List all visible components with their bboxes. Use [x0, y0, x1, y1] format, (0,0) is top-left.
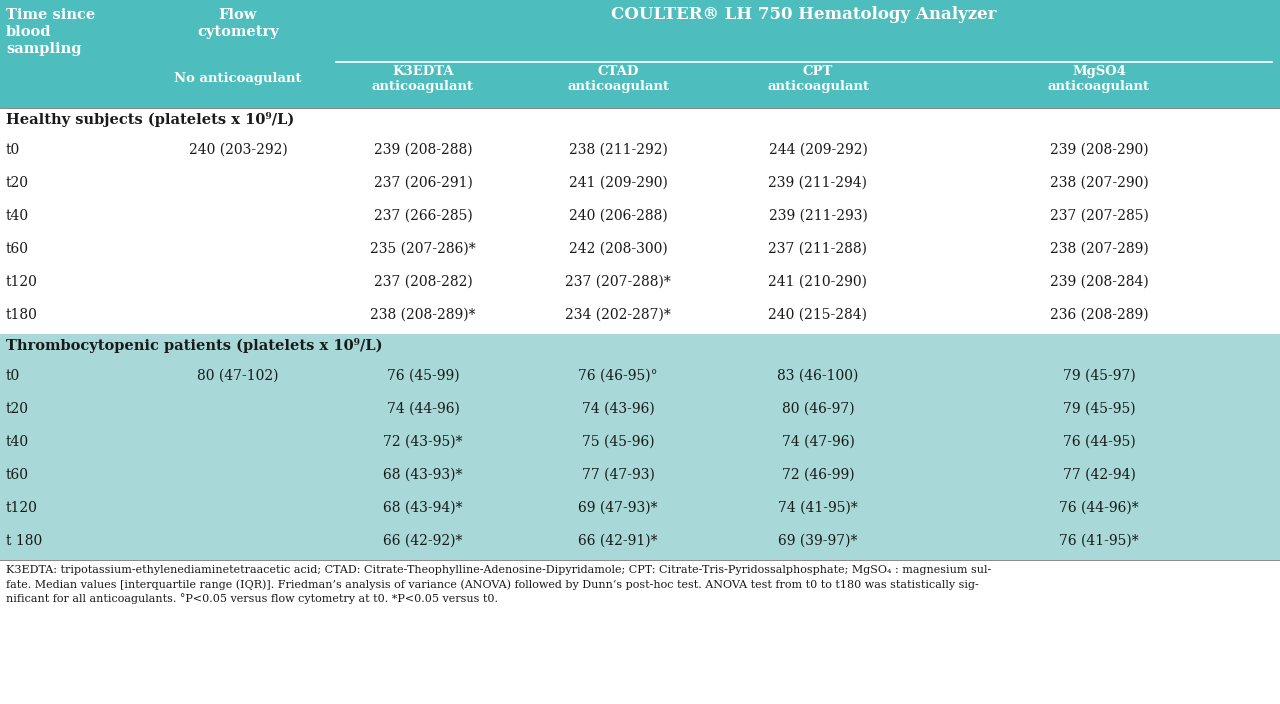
Text: 239 (211-293): 239 (211-293) [768, 209, 868, 223]
Text: 69 (39-97)*: 69 (39-97)* [778, 534, 858, 548]
Text: 80 (47-102): 80 (47-102) [197, 369, 279, 383]
Bar [0, 494, 1280, 527]
Bar [0, 108, 1280, 136]
Text: 238 (208-289)*: 238 (208-289)* [370, 308, 476, 322]
Bar [0, 268, 1280, 301]
Bar [0, 527, 1280, 560]
Text: anticoagulant: anticoagulant [767, 80, 869, 93]
Text: t 180: t 180 [6, 534, 42, 548]
Bar [0, 395, 1280, 428]
Text: 76 (45-99): 76 (45-99) [387, 369, 460, 383]
Text: Thrombocytopenic patients (platelets x 10⁹/L): Thrombocytopenic patients (platelets x 1… [6, 338, 383, 353]
Text: 237 (266-285): 237 (266-285) [374, 209, 472, 223]
Text: 74 (47-96): 74 (47-96) [782, 435, 855, 449]
Text: blood: blood [6, 25, 51, 39]
Bar [0, 235, 1280, 268]
Text: 68 (43-94)*: 68 (43-94)* [383, 501, 463, 515]
Bar [0, 461, 1280, 494]
Text: Healthy subjects (platelets x 10⁹/L): Healthy subjects (platelets x 10⁹/L) [6, 112, 294, 127]
Text: 241 (209-290): 241 (209-290) [568, 176, 667, 190]
Text: 239 (208-288): 239 (208-288) [374, 143, 472, 157]
Bar [0, 334, 1280, 362]
Text: 74 (41-95)*: 74 (41-95)* [778, 501, 858, 515]
Text: 72 (46-99): 72 (46-99) [782, 468, 854, 482]
Text: t40: t40 [6, 209, 29, 223]
Text: No anticoagulant: No anticoagulant [174, 72, 302, 85]
Text: CTAD: CTAD [598, 65, 639, 78]
Text: CPT: CPT [803, 65, 833, 78]
Bar [0, 301, 1280, 334]
Text: t0: t0 [6, 369, 20, 383]
Bar [0, 0, 1280, 108]
Text: 72 (43-95)*: 72 (43-95)* [383, 435, 463, 449]
Text: 66 (42-92)*: 66 (42-92)* [383, 534, 462, 548]
Bar [0, 136, 1280, 169]
Text: anticoagulant: anticoagulant [567, 80, 669, 93]
Text: 237 (211-288): 237 (211-288) [768, 242, 868, 256]
Text: 66 (42-91)*: 66 (42-91)* [579, 534, 658, 548]
Text: MgSO4: MgSO4 [1073, 65, 1126, 78]
Text: K3EDTA: K3EDTA [392, 65, 454, 78]
Bar [0, 362, 1280, 395]
Text: 238 (211-292): 238 (211-292) [568, 143, 667, 157]
Bar [0, 169, 1280, 202]
Text: cytometry: cytometry [197, 25, 279, 39]
Text: K3EDTA: tripotassium-ethylenediaminetetraacetic acid; CTAD: Citrate-Theophylline: K3EDTA: tripotassium-ethylenediaminetetr… [6, 565, 991, 575]
Text: 76 (46-95)°: 76 (46-95)° [579, 369, 658, 383]
Text: 75 (45-96): 75 (45-96) [581, 435, 654, 449]
Text: 235 (207-286)*: 235 (207-286)* [370, 242, 476, 256]
Text: 74 (44-96): 74 (44-96) [387, 402, 460, 416]
Text: 76 (41-95)*: 76 (41-95)* [1059, 534, 1139, 548]
Text: 239 (208-284): 239 (208-284) [1050, 275, 1148, 289]
Text: 79 (45-95): 79 (45-95) [1062, 402, 1135, 416]
Text: t60: t60 [6, 242, 29, 256]
Text: 236 (208-289): 236 (208-289) [1050, 308, 1148, 322]
Text: anticoagulant: anticoagulant [1048, 80, 1149, 93]
Text: t20: t20 [6, 402, 29, 416]
Text: 74 (43-96): 74 (43-96) [581, 402, 654, 416]
Text: 239 (208-290): 239 (208-290) [1050, 143, 1148, 157]
Text: 76 (44-95): 76 (44-95) [1062, 435, 1135, 449]
Text: t120: t120 [6, 501, 38, 515]
Text: 83 (46-100): 83 (46-100) [777, 369, 859, 383]
Text: COULTER® LH 750 Hematology Analyzer: COULTER® LH 750 Hematology Analyzer [612, 6, 997, 23]
Text: 77 (47-93): 77 (47-93) [581, 468, 654, 482]
Text: t0: t0 [6, 143, 20, 157]
Text: 79 (45-97): 79 (45-97) [1062, 369, 1135, 383]
Text: 237 (208-282): 237 (208-282) [374, 275, 472, 289]
Text: anticoagulant: anticoagulant [372, 80, 474, 93]
Text: 239 (211-294): 239 (211-294) [768, 176, 868, 190]
Text: 234 (202-287)*: 234 (202-287)* [566, 308, 671, 322]
Bar [0, 560, 1280, 704]
Text: t120: t120 [6, 275, 38, 289]
Text: Time since: Time since [6, 8, 95, 22]
Text: Flow: Flow [219, 8, 257, 22]
Text: 80 (46-97): 80 (46-97) [782, 402, 854, 416]
Bar [0, 428, 1280, 461]
Text: 237 (207-288)*: 237 (207-288)* [566, 275, 671, 289]
Bar [0, 202, 1280, 235]
Text: nificant for all anticoagulants. °P<0.05 versus flow cytometry at t0. *P<0.05 ve: nificant for all anticoagulants. °P<0.05… [6, 593, 498, 604]
Text: 242 (208-300): 242 (208-300) [568, 242, 667, 256]
Text: 240 (215-284): 240 (215-284) [768, 308, 868, 322]
Text: 238 (207-289): 238 (207-289) [1050, 242, 1148, 256]
Text: 68 (43-93)*: 68 (43-93)* [383, 468, 462, 482]
Text: t60: t60 [6, 468, 29, 482]
Text: fate. Median values [interquartile range (IQR)]. Friedman’s analysis of variance: fate. Median values [interquartile range… [6, 579, 979, 589]
Text: 77 (42-94): 77 (42-94) [1062, 468, 1135, 482]
Text: 76 (44-96)*: 76 (44-96)* [1059, 501, 1139, 515]
Text: 240 (206-288): 240 (206-288) [568, 209, 667, 223]
Text: t40: t40 [6, 435, 29, 449]
Text: t20: t20 [6, 176, 29, 190]
Text: 238 (207-290): 238 (207-290) [1050, 176, 1148, 190]
Text: 244 (209-292): 244 (209-292) [768, 143, 868, 157]
Text: 237 (207-285): 237 (207-285) [1050, 209, 1148, 223]
Text: 237 (206-291): 237 (206-291) [374, 176, 472, 190]
Text: t180: t180 [6, 308, 38, 322]
Text: sampling: sampling [6, 42, 82, 56]
Text: 69 (47-93)*: 69 (47-93)* [579, 501, 658, 515]
Text: 241 (210-290): 241 (210-290) [768, 275, 868, 289]
Text: 240 (203-292): 240 (203-292) [188, 143, 288, 157]
